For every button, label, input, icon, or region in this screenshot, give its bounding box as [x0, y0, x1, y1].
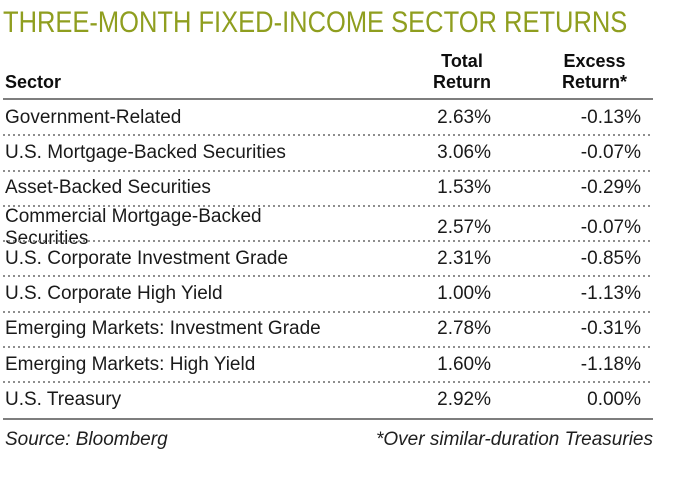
total-return-header-stack: Total Return — [433, 51, 491, 93]
table-row: Government-Related 2.63% -0.13% — [3, 100, 653, 137]
table-row: U.S. Mortgage-Backed Securities 3.06% -0… — [3, 135, 653, 172]
excess-return-header-line1: Excess — [563, 51, 626, 71]
source-label: Source: Bloomberg — [5, 428, 168, 450]
total-return-header-line2: Return — [433, 72, 491, 92]
excess-return-cell: -0.13% — [580, 106, 641, 128]
column-header-total-return: Total Return — [341, 51, 491, 93]
sector-cell: Asset-Backed Securities — [5, 177, 211, 199]
footnote-label: *Over similar-duration Treasuries — [376, 428, 653, 450]
table-row: U.S. Corporate Investment Grade 2.31% -0… — [3, 241, 653, 278]
sector-cell: Emerging Markets: High Yield — [5, 353, 256, 375]
excess-return-header-line2: Return* — [561, 72, 627, 92]
table-row: Commercial Mortgage-Backed Securities 2.… — [3, 206, 653, 249]
sector-cell: U.S. Mortgage-Backed Securities — [5, 141, 286, 163]
column-header-excess-return: Excess Return* — [491, 51, 653, 93]
total-return-cell: 2.57% — [437, 216, 491, 238]
table-body: Government-Related 2.63% -0.13% U.S. Mor… — [3, 100, 653, 420]
total-return-cell: 2.63% — [437, 106, 491, 128]
sector-cell: Government-Related — [5, 106, 182, 128]
table-row: Emerging Markets: Investment Grade 2.78%… — [3, 312, 653, 349]
table-row: U.S. Corporate High Yield 1.00% -1.13% — [3, 276, 653, 314]
excess-return-cell: -0.07% — [580, 216, 641, 238]
table-footer: Source: Bloomberg *Over similar-duration… — [3, 420, 653, 451]
sector-cell: U.S. Treasury — [5, 389, 122, 411]
sector-cell: Commercial Mortgage-Backed Securities — [5, 205, 262, 249]
column-header-sector: Sector — [5, 72, 62, 92]
excess-return-cell: -0.85% — [580, 247, 641, 269]
sector-cell: Emerging Markets: Investment Grade — [5, 318, 321, 340]
total-return-cell: 3.06% — [437, 141, 491, 163]
excess-return-cell: -1.13% — [580, 283, 641, 305]
chart-title: THREE-MONTH FIXED-INCOME SECTOR RETURNS — [3, 6, 628, 39]
total-return-cell: 1.53% — [437, 177, 491, 199]
excess-return-cell: 0.00% — [587, 389, 641, 411]
sector-cell: U.S. Corporate Investment Grade — [5, 247, 289, 269]
total-return-cell: 1.00% — [437, 283, 491, 305]
total-return-cell: 2.92% — [437, 389, 491, 411]
excess-return-cell: -0.07% — [580, 141, 641, 163]
excess-return-cell: -0.31% — [580, 318, 641, 340]
table-row: Emerging Markets: High Yield 1.60% -1.18… — [3, 347, 653, 384]
table-row: Asset-Backed Securities 1.53% -0.29% — [3, 171, 653, 208]
total-return-cell: 2.78% — [437, 318, 491, 340]
sector-returns-table: Sector Total Return Excess Return* Gover… — [3, 51, 653, 420]
table-row: U.S. Treasury 2.92% 0.00% — [3, 382, 653, 417]
table-header-row: Sector Total Return Excess Return* — [3, 51, 653, 100]
excess-return-header-stack: Excess Return* — [562, 51, 627, 93]
excess-return-cell: -1.18% — [580, 353, 641, 375]
page: THREE-MONTH FIXED-INCOME SECTOR RETURNS … — [3, 6, 653, 451]
total-return-header-line1: Total — [441, 51, 483, 71]
total-return-cell: 2.31% — [437, 247, 491, 269]
total-return-cell: 1.60% — [437, 353, 491, 375]
excess-return-cell: -0.29% — [580, 177, 641, 199]
sector-cell: U.S. Corporate High Yield — [5, 283, 223, 305]
